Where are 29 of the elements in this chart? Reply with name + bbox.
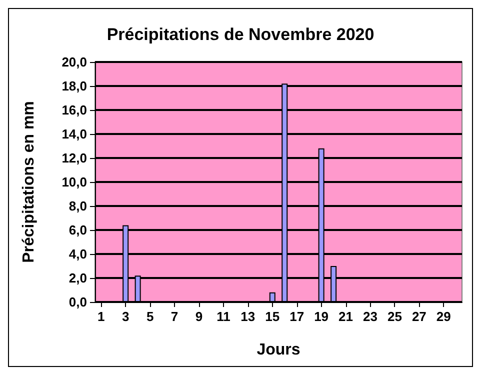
x-tick-label: 3 <box>122 309 130 324</box>
x-tick-label: 15 <box>265 309 280 324</box>
y-tick-label: 16,0 <box>62 102 87 118</box>
x-tick-label: 25 <box>387 309 402 324</box>
y-tick-label: 0,0 <box>68 294 87 310</box>
x-tick-label: 7 <box>170 309 178 324</box>
x-tick-label: 13 <box>240 309 256 324</box>
y-tick-label: 4,0 <box>68 246 87 262</box>
y-tick-label: 6,0 <box>68 222 87 238</box>
x-tick-label: 9 <box>195 309 203 324</box>
x-tick-label: 5 <box>146 309 154 324</box>
x-tick-label: 27 <box>412 309 426 324</box>
y-tick-label: 12,0 <box>62 150 87 166</box>
y-tick-label: 14,0 <box>62 126 87 142</box>
y-tick-label: 10,0 <box>62 174 87 190</box>
x-axis-title: Jours <box>256 342 300 358</box>
chart-title: Précipitations de Novembre 2020 <box>106 25 374 44</box>
y-tick-label: 20,0 <box>62 54 87 70</box>
y-axis-title: Précipitations en mm <box>20 101 38 263</box>
x-tick-label: 19 <box>314 309 329 324</box>
y-tick-label: 8,0 <box>68 198 87 214</box>
x-tick-label: 21 <box>338 309 354 324</box>
y-tick-label: 18,0 <box>62 78 87 94</box>
y-tick-label: 2,0 <box>68 270 87 286</box>
x-tick-label: 29 <box>436 309 451 324</box>
x-tick-label: 23 <box>363 309 378 324</box>
x-tick-label: 17 <box>290 309 304 324</box>
x-tick-label: 1 <box>98 309 105 324</box>
x-tick-label: 11 <box>216 309 230 324</box>
